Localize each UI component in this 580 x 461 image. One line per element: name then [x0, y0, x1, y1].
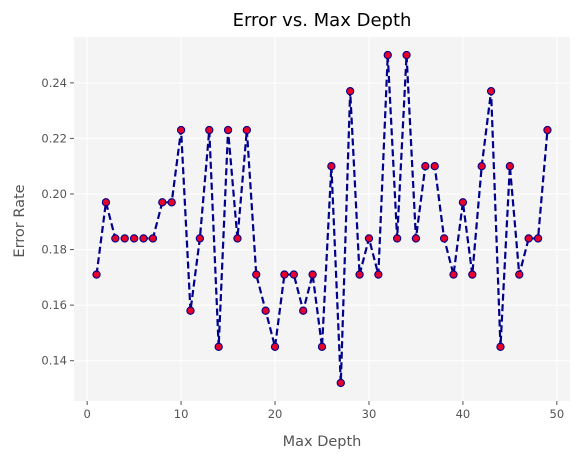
x-tick-label: 20: [268, 407, 283, 421]
data-point: [148, 234, 158, 243]
x-tick-label: 40: [456, 407, 471, 421]
data-point: [458, 198, 468, 207]
data-point: [205, 125, 214, 135]
data-point: [139, 234, 148, 243]
data-point: [167, 198, 176, 207]
data-point: [223, 125, 233, 135]
data-point: [214, 342, 223, 351]
data-point: [421, 162, 430, 171]
data-point: [402, 50, 411, 60]
data-point: [252, 270, 261, 279]
data-point: [129, 234, 139, 243]
x-tick-label: 0: [83, 407, 90, 421]
data-point: [515, 270, 524, 279]
data-point: [242, 125, 251, 135]
data-point: [524, 234, 533, 243]
data-point: [195, 234, 205, 243]
data-point: [289, 270, 298, 279]
x-tick-label: 10: [174, 407, 189, 421]
data-point: [111, 234, 120, 243]
y-tick-label: 0.16: [41, 298, 67, 312]
data-point: [186, 306, 195, 315]
data-point: [496, 342, 505, 351]
data-point: [468, 270, 477, 279]
data-point: [477, 162, 486, 171]
data-point: [336, 378, 345, 388]
data-point: [346, 87, 355, 96]
data-point: [543, 125, 552, 135]
data-point: [393, 234, 402, 243]
y-tick-label: 0.20: [41, 187, 67, 201]
data-point: [411, 234, 421, 243]
data-point: [327, 162, 336, 171]
data-point: [317, 342, 327, 351]
data-point: [158, 198, 167, 207]
series-points-layer: [92, 50, 552, 388]
y-axis-ticks: 0.14 0.16 0.18 0.20 0.22 0.24: [41, 76, 74, 368]
data-point: [120, 234, 129, 243]
y-tick-label: 0.22: [41, 131, 67, 145]
data-point: [439, 234, 449, 243]
data-point: [430, 162, 439, 171]
data-point: [355, 270, 364, 279]
data-point: [505, 162, 515, 171]
y-tick-label: 0.24: [41, 76, 67, 90]
data-point: [299, 306, 308, 315]
data-point: [233, 234, 242, 243]
x-tick-label: 30: [362, 407, 377, 421]
data-point: [92, 270, 101, 279]
y-tick-label: 0.14: [41, 354, 67, 368]
data-point: [533, 234, 543, 243]
data-point: [364, 234, 374, 243]
x-axis-label: Max Depth: [283, 434, 362, 450]
data-point: [449, 270, 458, 279]
data-point: [176, 125, 186, 135]
data-point: [270, 342, 280, 351]
chart-title: Error vs. Max Depth: [233, 10, 412, 31]
data-point: [486, 87, 496, 96]
grid-lines: [74, 37, 570, 401]
x-axis-ticks: 0 10 20 30 40 50: [83, 401, 564, 421]
data-point: [280, 270, 289, 279]
y-tick-label: 0.18: [41, 243, 67, 257]
x-tick-label: 50: [550, 407, 565, 421]
data-point: [261, 306, 270, 315]
data-point: [383, 50, 392, 60]
data-point: [374, 270, 383, 279]
data-point: [308, 270, 317, 279]
data-point: [101, 198, 111, 207]
y-axis-label: Error Rate: [12, 184, 28, 257]
